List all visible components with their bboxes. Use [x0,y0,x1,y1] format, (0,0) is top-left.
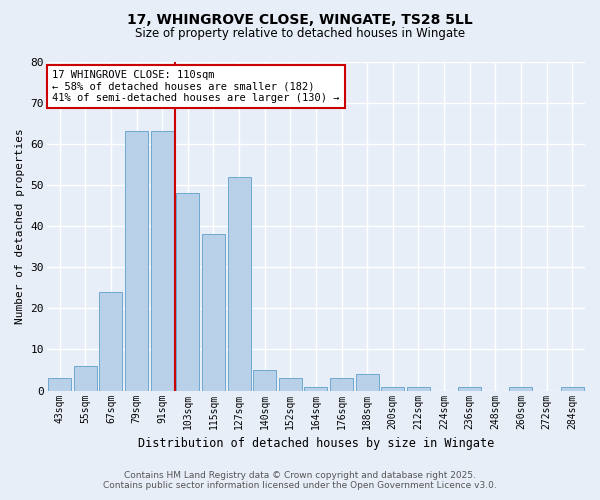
Text: Contains HM Land Registry data © Crown copyright and database right 2025.
Contai: Contains HM Land Registry data © Crown c… [103,470,497,490]
Bar [304,386,328,390]
Bar [100,292,122,390]
Bar [151,132,173,390]
Bar [279,378,302,390]
Bar [202,234,225,390]
Bar [407,386,430,390]
Bar [381,386,404,390]
Bar [253,370,276,390]
X-axis label: Distribution of detached houses by size in Wingate: Distribution of detached houses by size … [138,437,494,450]
Bar [125,132,148,390]
Bar [227,176,251,390]
Text: 17, WHINGROVE CLOSE, WINGATE, TS28 5LL: 17, WHINGROVE CLOSE, WINGATE, TS28 5LL [127,12,473,26]
Bar [458,386,481,390]
Text: 17 WHINGROVE CLOSE: 110sqm
← 58% of detached houses are smaller (182)
41% of sem: 17 WHINGROVE CLOSE: 110sqm ← 58% of deta… [52,70,340,103]
Bar [509,386,532,390]
Bar [356,374,379,390]
Y-axis label: Number of detached properties: Number of detached properties [15,128,25,324]
Text: Size of property relative to detached houses in Wingate: Size of property relative to detached ho… [135,28,465,40]
Bar [48,378,71,390]
Bar [176,193,199,390]
Bar [560,386,584,390]
Bar [330,378,353,390]
Bar [74,366,97,390]
